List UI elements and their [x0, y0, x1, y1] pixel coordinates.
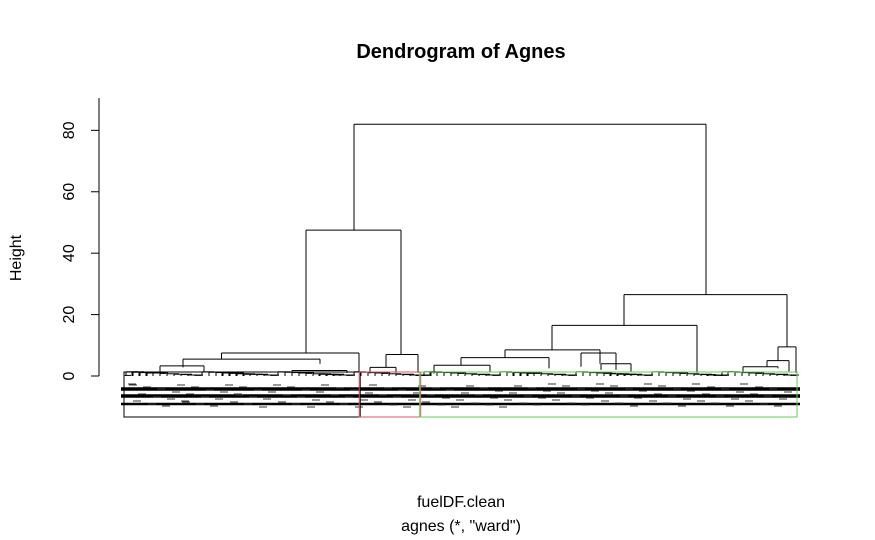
cluster-2-box — [358, 371, 422, 418]
y-ticks: 0 20 40 60 80 — [61, 121, 99, 380]
y-tick-label: 40 — [61, 244, 78, 262]
dendrogram-leaves — [121, 383, 800, 408]
y-tick-label: 60 — [61, 183, 78, 201]
x-axis-label: fuelDF.clean — [417, 494, 505, 511]
y-axis: 0 20 40 60 80 — [61, 98, 100, 380]
cluster-boxes — [123, 371, 798, 418]
y-tick-label: 80 — [61, 121, 78, 139]
chart-title: Dendrogram of Agnes — [356, 41, 565, 63]
cluster-1-box — [123, 371, 361, 418]
y-tick-label: 20 — [61, 306, 78, 324]
cluster-3-box — [419, 371, 798, 418]
y-tick-label: 0 — [61, 371, 78, 380]
chart-subtitle: agnes (*, "ward") — [401, 518, 521, 535]
dendrogram-tree — [124, 123, 799, 376]
y-axis-label: Height — [8, 234, 25, 281]
